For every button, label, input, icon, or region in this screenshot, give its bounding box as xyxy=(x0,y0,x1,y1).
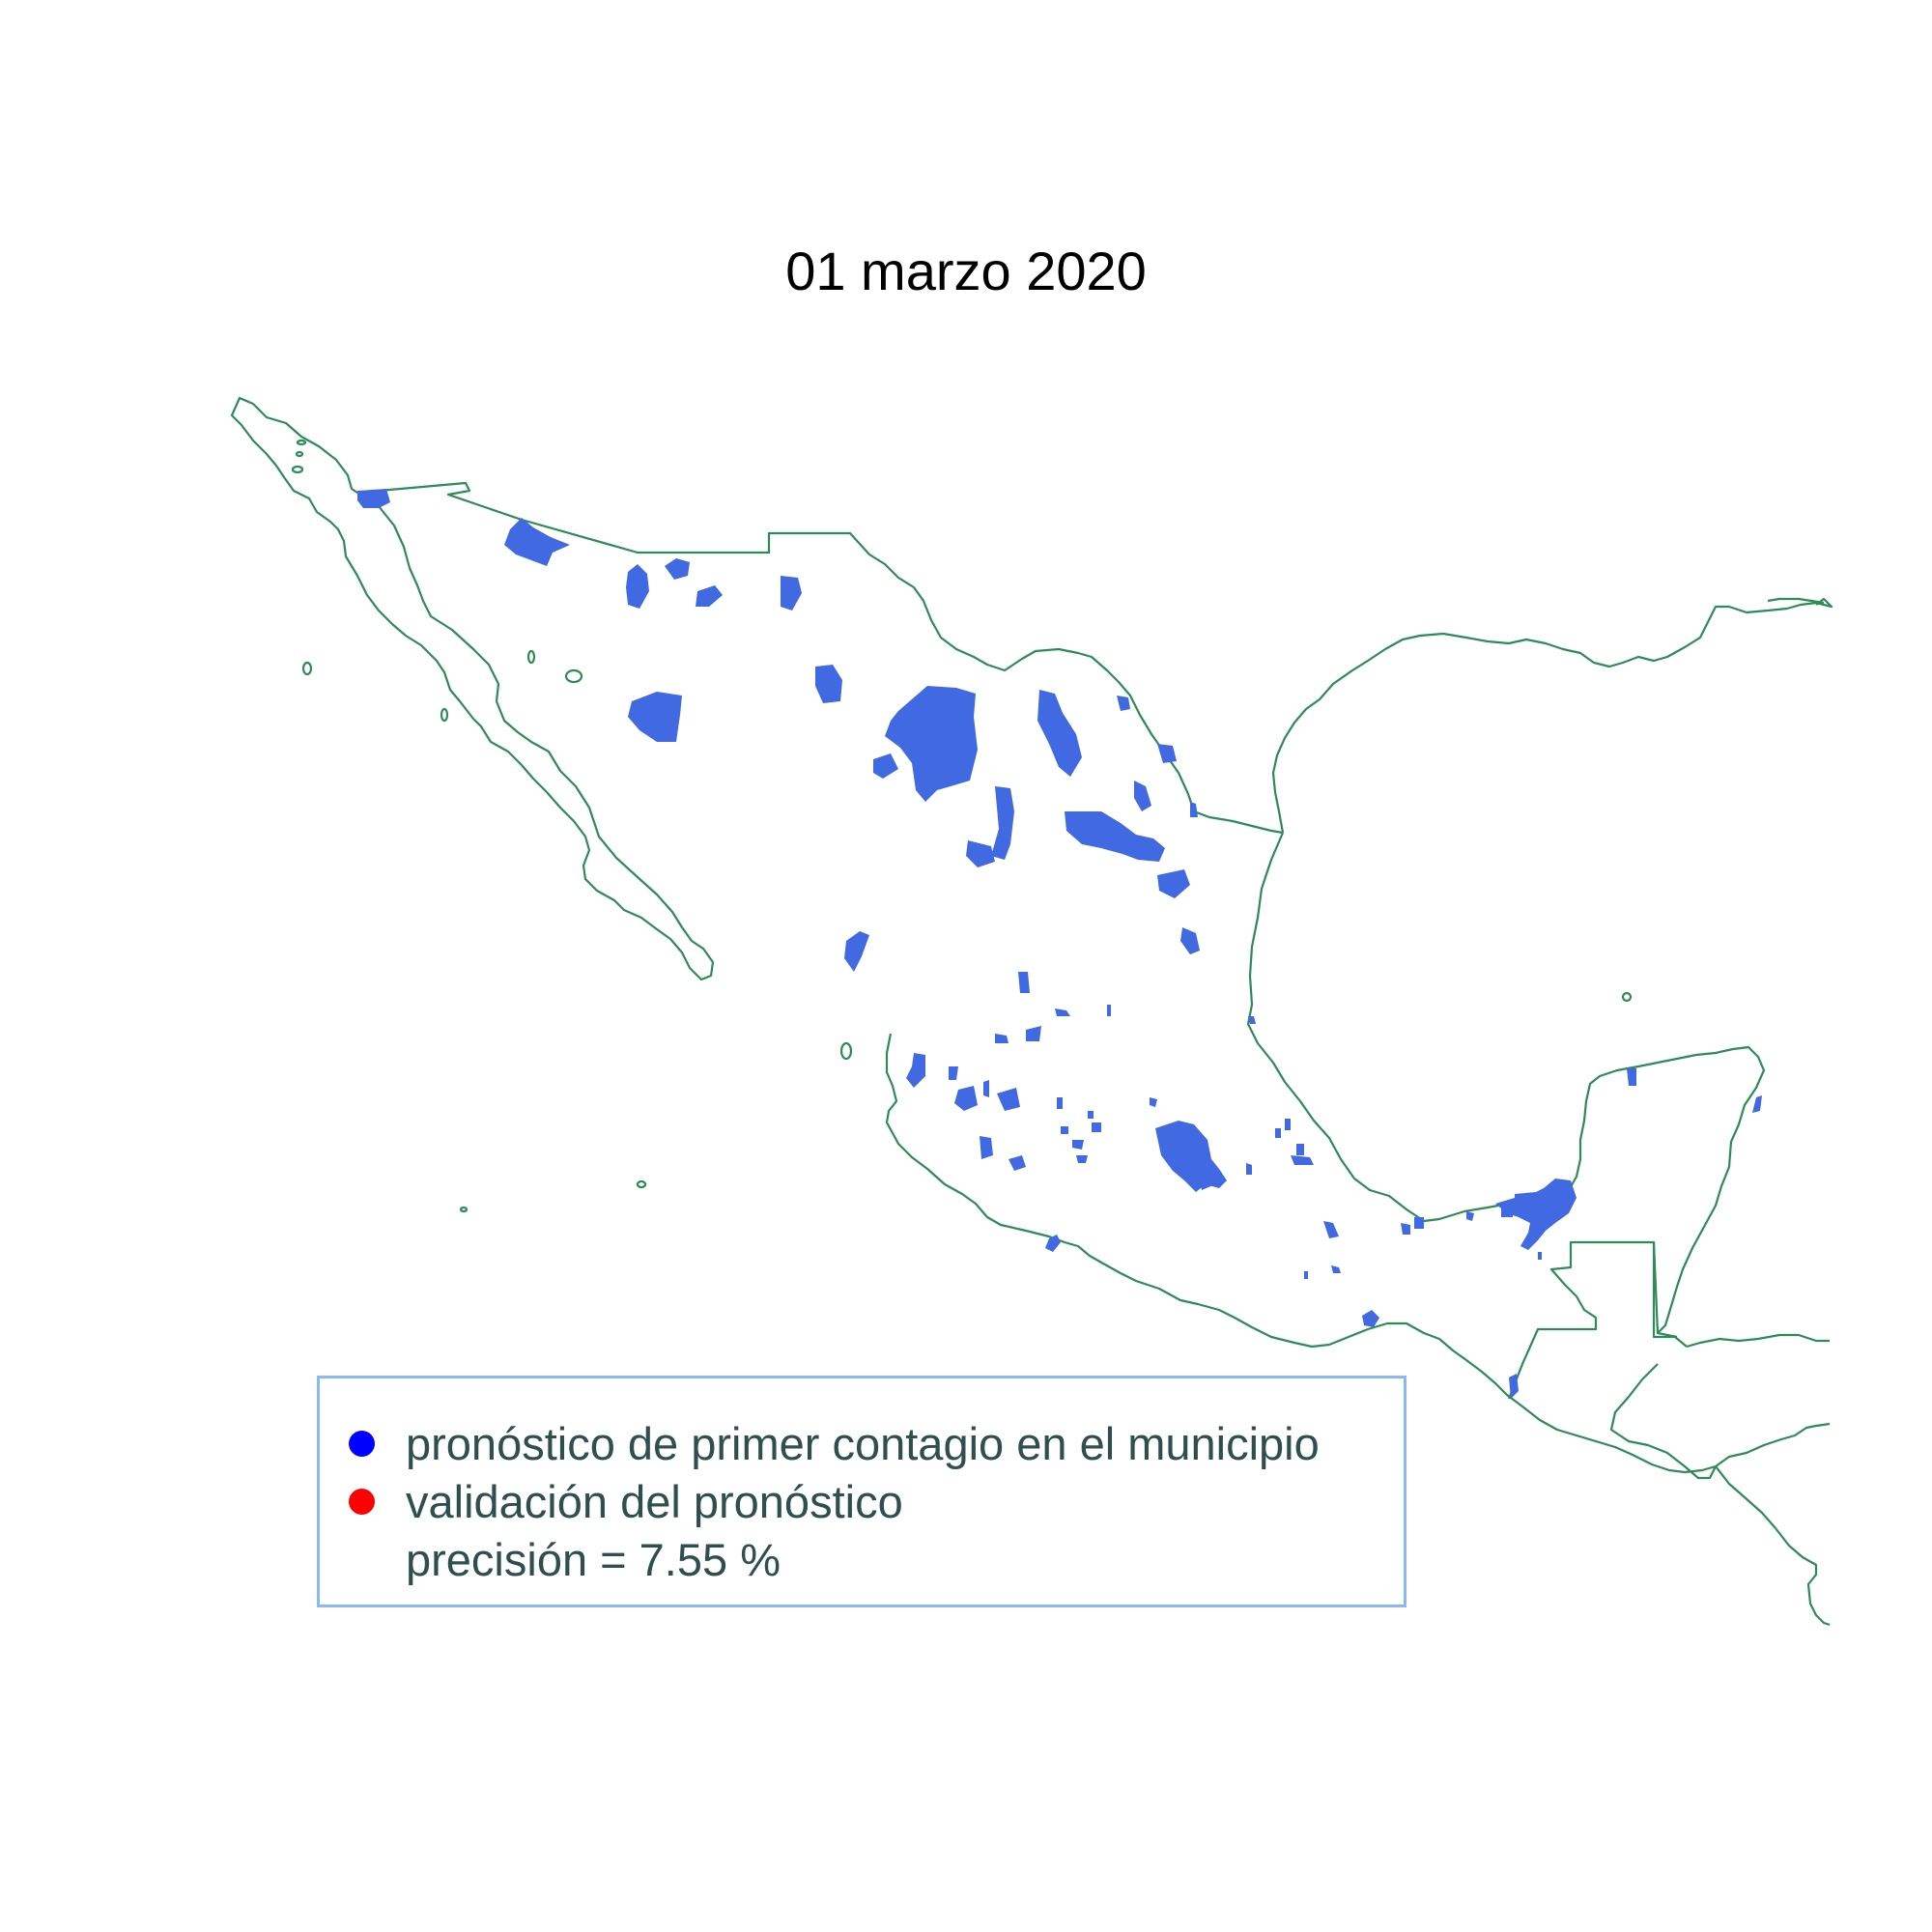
us-gulf-coast xyxy=(1271,597,1833,834)
belize-guatemala-border xyxy=(1652,1241,1678,1339)
region xyxy=(873,753,898,779)
region xyxy=(1190,802,1198,817)
blue-dot-icon xyxy=(349,1431,375,1457)
region xyxy=(665,558,690,580)
region xyxy=(1495,1179,1577,1250)
island xyxy=(295,450,304,458)
legend: pronóstico de primer contagio en el muni… xyxy=(317,1376,1406,1607)
region xyxy=(966,840,995,867)
region xyxy=(1246,1163,1252,1175)
region xyxy=(1501,1206,1513,1217)
central-america xyxy=(1609,1333,1831,1627)
region xyxy=(1026,1026,1041,1041)
baja-california-outline xyxy=(230,396,715,981)
region xyxy=(995,1034,1009,1043)
region xyxy=(1248,1016,1256,1024)
region xyxy=(1018,972,1030,993)
region xyxy=(1323,1221,1339,1238)
island xyxy=(459,1206,469,1213)
island xyxy=(440,707,449,723)
island xyxy=(636,1179,647,1189)
region xyxy=(1045,1235,1061,1252)
region xyxy=(906,1053,925,1088)
region xyxy=(1134,781,1151,811)
island xyxy=(839,1041,853,1061)
region xyxy=(1072,1140,1084,1150)
island xyxy=(1621,991,1633,1003)
region xyxy=(1362,1310,1379,1327)
region xyxy=(983,1080,989,1097)
region xyxy=(1196,1163,1215,1190)
legend-item-validation: validación del pronóstico xyxy=(320,1475,903,1528)
island xyxy=(296,439,307,446)
region xyxy=(1157,869,1190,898)
region xyxy=(949,1066,958,1080)
region xyxy=(1331,1265,1341,1273)
region xyxy=(1065,811,1165,862)
region xyxy=(1275,1128,1281,1138)
legend-item-forecast: pronóstico de primer contagio en el muni… xyxy=(320,1417,1320,1470)
region xyxy=(628,692,682,742)
guatemala-border xyxy=(1507,1240,1688,1400)
region xyxy=(1515,1192,1536,1202)
precision-note: precisión = 7.55 % xyxy=(406,1534,781,1585)
region xyxy=(1150,1097,1157,1107)
region xyxy=(991,786,1014,860)
region xyxy=(1752,1095,1762,1113)
region xyxy=(1296,1144,1304,1155)
region xyxy=(1157,744,1177,763)
region xyxy=(1057,1097,1063,1109)
region xyxy=(1180,927,1200,954)
region xyxy=(1055,1009,1070,1016)
region xyxy=(1627,1068,1636,1086)
forecast-regions xyxy=(357,489,1762,1399)
region xyxy=(1117,696,1130,711)
region xyxy=(1291,1155,1314,1165)
mexico-north-border xyxy=(356,481,1284,835)
region xyxy=(1466,1211,1474,1221)
region xyxy=(1088,1111,1094,1119)
region xyxy=(1401,1223,1410,1235)
region xyxy=(1107,1005,1111,1016)
region xyxy=(815,665,842,703)
region xyxy=(1538,1252,1542,1260)
legend-note-row: precisión = 7.55 % xyxy=(320,1533,781,1586)
region xyxy=(626,564,649,609)
region xyxy=(357,489,390,508)
island xyxy=(301,661,313,676)
florida-coast xyxy=(1767,597,1825,605)
island xyxy=(291,465,304,474)
region xyxy=(1285,1119,1291,1130)
region xyxy=(980,1136,993,1159)
region xyxy=(1076,1155,1088,1163)
country-borders xyxy=(230,396,1833,1627)
region xyxy=(844,931,869,972)
region xyxy=(1037,690,1082,777)
region xyxy=(1304,1271,1308,1279)
red-dot-icon xyxy=(349,1489,375,1515)
legend-label-forecast: pronóstico de primer contagio en el muni… xyxy=(406,1418,1320,1469)
region xyxy=(1009,1155,1026,1171)
region xyxy=(781,576,802,611)
island xyxy=(564,668,583,684)
region xyxy=(1509,1374,1519,1399)
legend-label-validation: validación del pronóstico xyxy=(406,1476,903,1527)
region xyxy=(1061,1126,1068,1134)
map-title: 01 marzo 2020 xyxy=(785,241,1147,301)
region xyxy=(1092,1122,1101,1132)
island xyxy=(526,649,536,665)
region xyxy=(997,1088,1020,1111)
region xyxy=(885,686,978,802)
gulf-coast xyxy=(1246,832,1766,1334)
region xyxy=(1155,1121,1227,1192)
region xyxy=(696,585,723,607)
region xyxy=(954,1086,978,1111)
pacific-coast-south xyxy=(885,1033,1717,1474)
region xyxy=(504,518,570,566)
region xyxy=(1414,1217,1424,1229)
